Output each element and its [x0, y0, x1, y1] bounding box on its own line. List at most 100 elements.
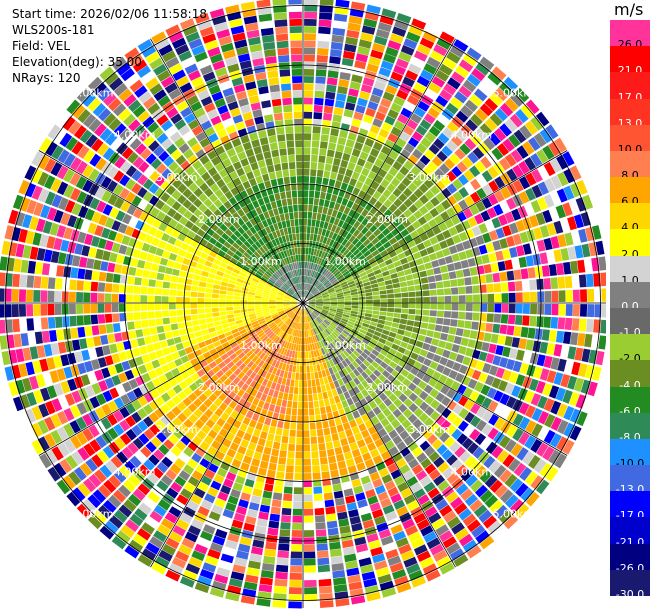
range-gate — [148, 369, 158, 380]
range-gate — [83, 478, 97, 493]
range-gate — [464, 320, 472, 329]
range-gate — [300, 316, 302, 323]
range-gate — [144, 261, 153, 270]
range-gate — [248, 502, 260, 511]
range-gate — [422, 30, 438, 43]
range-gate — [454, 148, 466, 160]
range-gate — [367, 495, 379, 505]
range-gate — [144, 234, 154, 244]
range-gate — [18, 304, 26, 317]
range-gate — [422, 342, 431, 351]
range-gate — [182, 407, 193, 418]
range-gate — [220, 353, 229, 361]
range-gate — [378, 467, 390, 478]
range-gate — [225, 4, 240, 15]
range-gate — [185, 165, 196, 176]
range-gate — [374, 515, 386, 526]
range-gate — [310, 372, 315, 380]
range-gate — [259, 278, 267, 284]
range-gate — [304, 290, 307, 298]
range-gate — [4, 288, 12, 302]
range-gate — [0, 304, 5, 318]
range-gate — [163, 439, 175, 450]
range-gate — [92, 489, 107, 504]
range-gate — [137, 110, 151, 123]
range-gate — [448, 271, 457, 280]
range-gate — [319, 141, 328, 149]
range-gate — [274, 578, 288, 587]
range-gate — [168, 296, 176, 303]
range-gate — [398, 193, 408, 203]
range-gate — [228, 465, 239, 475]
range-gate — [347, 465, 357, 474]
range-gate — [536, 442, 549, 457]
range-gate — [329, 296, 337, 299]
range-gate — [211, 293, 219, 299]
range-gate — [161, 456, 173, 468]
range-gate — [414, 397, 424, 407]
range-gate — [435, 192, 446, 203]
range-gate — [232, 345, 241, 353]
range-gate — [191, 285, 199, 292]
range-gate — [298, 387, 303, 395]
range-gate — [246, 360, 255, 369]
range-gate — [388, 150, 399, 160]
range-gate — [587, 288, 595, 302]
range-gate — [232, 419, 242, 429]
range-gate — [279, 450, 287, 458]
range-gate — [347, 345, 355, 353]
range-gate — [335, 364, 342, 372]
range-gate — [240, 158, 250, 167]
range-gate — [344, 215, 352, 224]
range-gate — [279, 288, 286, 293]
range-gate — [350, 291, 358, 296]
range-gate — [340, 320, 348, 325]
range-gate — [474, 381, 484, 393]
range-gate — [396, 12, 412, 24]
range-gate — [292, 522, 303, 530]
range-gate — [211, 15, 227, 26]
range-gate — [578, 274, 587, 288]
range-gate — [235, 319, 243, 325]
range-gate — [15, 243, 25, 258]
range-gate — [365, 253, 374, 261]
range-gate — [330, 297, 337, 300]
range-gate — [379, 311, 387, 316]
range-gate — [118, 108, 131, 122]
range-gate — [286, 272, 291, 280]
range-gate — [578, 318, 587, 332]
range-gate — [394, 303, 402, 308]
range-gate — [428, 125, 441, 137]
range-gate — [215, 370, 224, 379]
range-gate — [218, 349, 226, 357]
range-gate — [311, 219, 316, 227]
range-gate — [297, 283, 301, 291]
range-gate — [259, 93, 270, 102]
range-gate — [125, 246, 135, 257]
range-gate — [166, 173, 178, 184]
range-gate — [351, 202, 359, 211]
range-gate — [417, 216, 428, 226]
range-gate — [199, 383, 208, 393]
range-gate — [563, 185, 575, 200]
range-gate — [502, 346, 511, 358]
range-gate — [216, 417, 226, 428]
range-gate — [308, 304, 316, 307]
range-gate — [360, 84, 373, 94]
range-gate — [281, 377, 287, 386]
range-gate — [458, 286, 466, 295]
range-gate — [385, 511, 398, 522]
range-gate — [330, 304, 338, 307]
range-gate — [305, 344, 308, 352]
range-gate — [325, 383, 331, 392]
range-gate — [419, 119, 432, 131]
range-gate — [212, 232, 221, 241]
range-gate — [63, 169, 75, 183]
range-gate — [179, 18, 195, 30]
range-gate — [361, 389, 369, 398]
range-gate — [343, 290, 351, 295]
range-gate — [464, 195, 475, 207]
range-gate — [261, 263, 269, 271]
range-gate — [322, 339, 328, 347]
range-gate — [403, 125, 415, 136]
